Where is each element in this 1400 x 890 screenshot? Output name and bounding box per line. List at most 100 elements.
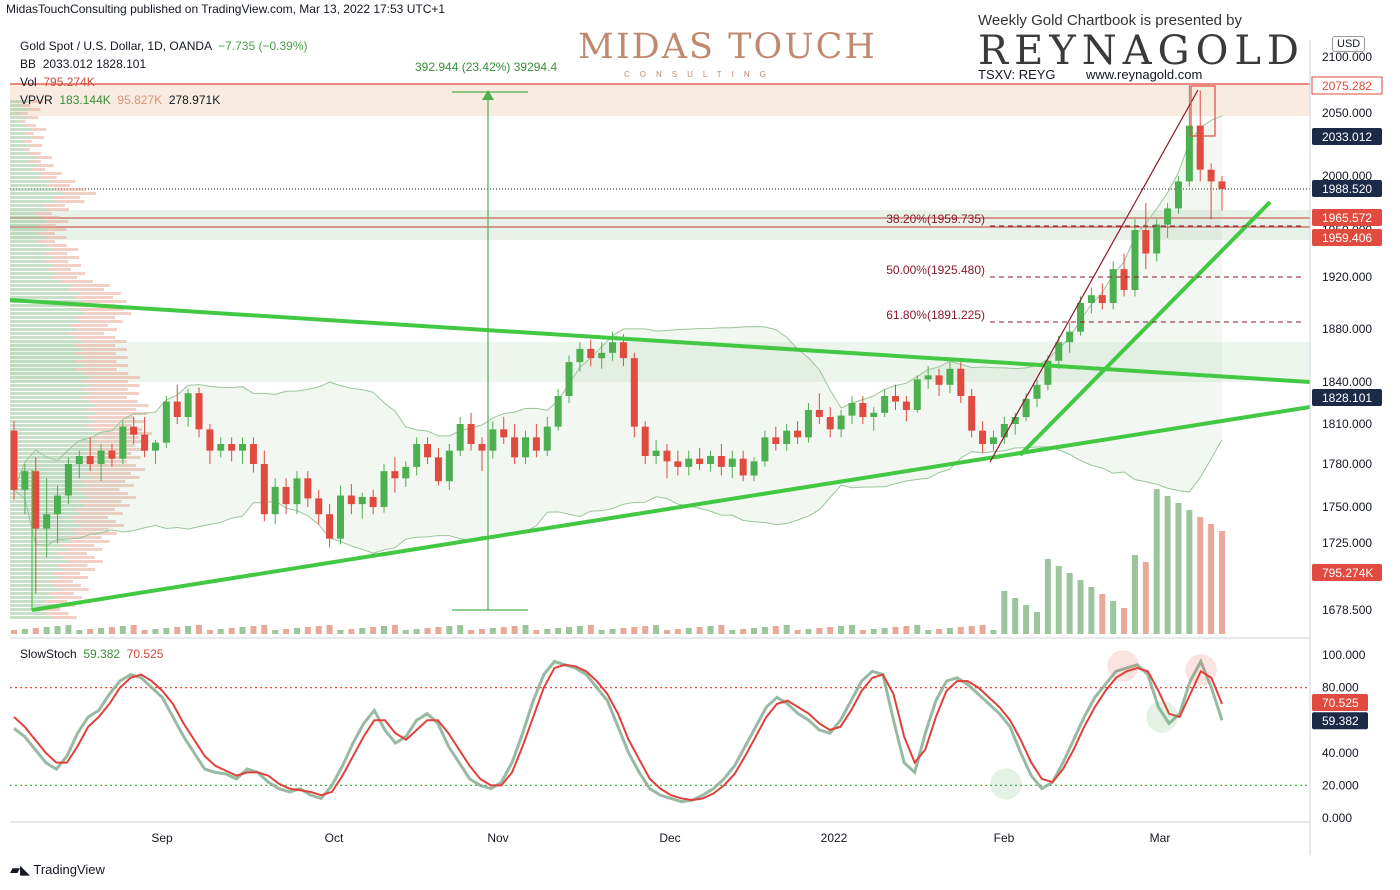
vpvr-bar-down bbox=[24, 132, 34, 135]
volume-bar bbox=[391, 625, 398, 634]
vpvr-bar-down bbox=[51, 616, 77, 619]
stoch-k-line bbox=[13, 658, 1224, 804]
midas-touch-logo: MIDAS TOUCH bbox=[578, 27, 877, 67]
stoch-tick-label: 20.000 bbox=[1322, 778, 1359, 792]
volume-bar bbox=[587, 625, 594, 634]
price-label-box bbox=[1312, 229, 1382, 246]
vpvr-bar-up bbox=[10, 352, 76, 355]
volume-bar bbox=[468, 630, 475, 634]
volume-bar bbox=[914, 625, 921, 634]
volume-bar bbox=[848, 625, 855, 634]
vpvr-bar-down bbox=[88, 496, 137, 499]
vpvr-bar-up bbox=[10, 268, 48, 271]
vpvr-bar-up bbox=[10, 168, 32, 171]
vpvr-bar-down bbox=[46, 208, 69, 211]
price-label-box bbox=[1312, 180, 1382, 197]
candle-body bbox=[1087, 295, 1095, 303]
sponsor-url[interactable]: www.reynagold.com bbox=[1086, 67, 1203, 82]
volume-bar bbox=[903, 626, 910, 634]
volume-bar bbox=[990, 630, 997, 634]
candle-body bbox=[587, 348, 595, 359]
volume-bar bbox=[1142, 562, 1149, 634]
vpvr-bar-down bbox=[51, 276, 78, 279]
vpvr-bar-up bbox=[10, 280, 62, 283]
volume-bar bbox=[424, 628, 431, 634]
vpvr-bar-up bbox=[10, 288, 69, 291]
vpvr-bar-down bbox=[62, 556, 95, 559]
vpvr-bar-down bbox=[45, 244, 67, 247]
vpvr-bar-down bbox=[82, 460, 127, 463]
vpvr-bar-down bbox=[37, 240, 56, 243]
volume-bar bbox=[1033, 612, 1040, 634]
volume-bar bbox=[435, 627, 442, 634]
vpvr-bar-up bbox=[10, 152, 30, 155]
volume-bar bbox=[968, 626, 975, 634]
volume-bar bbox=[228, 628, 235, 634]
volume-bar bbox=[936, 629, 943, 634]
time-tick-label: Oct bbox=[325, 831, 344, 845]
vpvr-bar-up bbox=[10, 388, 83, 391]
stoch-label-text: 70.525 bbox=[1322, 696, 1359, 710]
volume-bar bbox=[1175, 503, 1182, 634]
vpvr-bar-down bbox=[84, 504, 130, 507]
candle-body bbox=[630, 358, 638, 427]
price-tick-label: 1678.500 bbox=[1322, 603, 1372, 617]
vpvr-bar-up bbox=[10, 228, 46, 231]
vpvr-bar-down bbox=[56, 188, 86, 191]
vpvr-bar-down bbox=[63, 192, 97, 195]
time-tick-label: Feb bbox=[994, 831, 1015, 845]
volume-bar bbox=[261, 625, 268, 634]
vpvr-bar-down bbox=[68, 332, 105, 335]
vpvr-bar-up bbox=[10, 140, 24, 143]
stoch-signal-circle bbox=[1107, 650, 1139, 682]
volume-bar bbox=[304, 627, 311, 634]
price-label-text: 795.274K bbox=[1322, 566, 1373, 580]
candle-body bbox=[761, 437, 769, 462]
vpvr-bar-down bbox=[21, 112, 28, 115]
vpvr-bar-down bbox=[45, 600, 67, 603]
vpvr-bar-up bbox=[10, 408, 89, 411]
volume-bar bbox=[1001, 591, 1008, 634]
vpvr-bar-down bbox=[40, 216, 60, 219]
vpvr-bar-down bbox=[46, 220, 69, 223]
vpvr-bar-down bbox=[38, 176, 57, 179]
legend-stoch-label: SlowStoch bbox=[20, 647, 77, 661]
candle-body bbox=[641, 426, 649, 456]
candle-body bbox=[554, 396, 562, 427]
midas-touch-subtitle: CONSULTING bbox=[624, 70, 776, 79]
volume-bar bbox=[1099, 594, 1106, 634]
volume-bar bbox=[293, 628, 300, 634]
candle-body bbox=[304, 478, 312, 499]
currency-button[interactable]: USD bbox=[1332, 36, 1366, 52]
candle-body bbox=[43, 514, 51, 529]
volume-bar bbox=[838, 626, 845, 634]
volume-bar bbox=[566, 627, 573, 634]
resistance-zone bbox=[10, 84, 1310, 116]
vpvr-bar-down bbox=[80, 512, 123, 515]
candle-body bbox=[794, 430, 802, 438]
vpvr-bar-down bbox=[54, 264, 82, 267]
vpvr-bar-up bbox=[10, 248, 53, 251]
volume-bar bbox=[185, 626, 192, 634]
volume-bar bbox=[511, 626, 518, 634]
price-label-text: 1959.406 bbox=[1322, 231, 1372, 245]
vpvr-bar-up bbox=[10, 564, 59, 567]
vpvr-bar-down bbox=[75, 352, 116, 355]
vpvr-bar-down bbox=[90, 456, 141, 459]
volume-bar bbox=[881, 628, 888, 634]
candle-body bbox=[1066, 331, 1074, 343]
candle-body bbox=[913, 379, 921, 410]
vpvr-bar-up bbox=[10, 580, 50, 583]
published-line: MidasTouchConsulting published on Tradin… bbox=[6, 2, 446, 16]
vpvr-bar-down bbox=[95, 404, 149, 407]
uptrend-line-short bbox=[1018, 200, 1272, 457]
candle-body bbox=[75, 456, 83, 464]
vpvr-bar-down bbox=[83, 380, 129, 383]
tradingview-logo[interactable]: ▰◣ TradingView bbox=[10, 862, 105, 878]
candle-body bbox=[151, 442, 159, 451]
vpvr-bar-down bbox=[80, 524, 124, 527]
vpvr-bar-up bbox=[10, 416, 88, 419]
vpvr-bar-down bbox=[70, 324, 108, 327]
candle-body bbox=[141, 434, 149, 451]
candle-body bbox=[413, 444, 421, 467]
